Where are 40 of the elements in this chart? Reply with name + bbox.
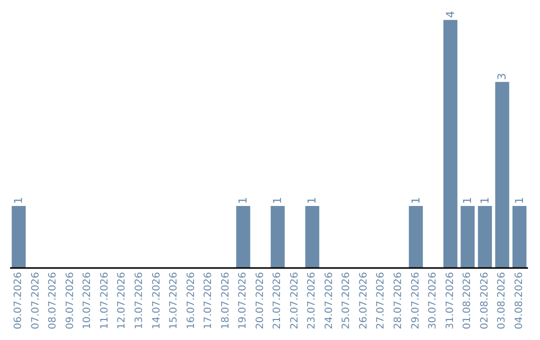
- x-tick-label: 11.07.2026: [99, 272, 110, 330]
- x-tick-label: 30.07.2026: [428, 272, 439, 330]
- x-tick-label: 03.08.2026: [496, 272, 508, 330]
- x-tick-label: 20.07.2026: [254, 272, 266, 330]
- data-label: 1: [461, 196, 474, 204]
- x-tick-label: 27.07.2026: [376, 272, 387, 330]
- data-label: 1: [306, 196, 319, 204]
- x-tick-label: 04.08.2026: [514, 272, 525, 330]
- x-tick-label: 14.07.2026: [151, 272, 162, 330]
- x-tick-label: 26.07.2026: [358, 272, 370, 330]
- x-tick-label: 07.07.2026: [30, 272, 42, 330]
- x-tick-label: 17.07.2026: [203, 272, 214, 330]
- x-tick-label: 18.07.2026: [220, 272, 232, 330]
- x-tick-label: 29.07.2026: [410, 272, 422, 330]
- x-tick-label: 16.07.2026: [186, 272, 197, 330]
- x-tick-label: 28.07.2026: [393, 272, 404, 330]
- data-label: 1: [236, 196, 250, 204]
- x-tick-label: 01.08.2026: [462, 272, 474, 330]
- x-tick-label: 06.07.2026: [13, 272, 24, 330]
- x-tick-label: 08.07.2026: [48, 272, 59, 330]
- x-tick-label: 10.07.2026: [82, 272, 94, 330]
- x-tick-label: 09.07.2026: [64, 272, 76, 330]
- data-label: 1: [478, 196, 492, 204]
- x-tick-label: 12.07.2026: [116, 272, 128, 330]
- data-label: 1: [409, 196, 422, 204]
- x-tick-label: 24.07.2026: [324, 272, 335, 330]
- data-label: 4: [444, 10, 457, 18]
- x-tick-label: 31.07.2026: [444, 272, 456, 330]
- x-tick-label: 02.08.2026: [479, 272, 490, 330]
- x-tick-label: 15.07.2026: [168, 272, 180, 330]
- x-tick-label: 13.07.2026: [134, 272, 145, 330]
- data-label: 3: [496, 72, 509, 80]
- x-tick-label: 19.07.2026: [238, 272, 249, 330]
- data-label: 1: [271, 196, 284, 204]
- x-tick-label: 23.07.2026: [306, 272, 318, 330]
- x-tick-label: 21.07.2026: [272, 272, 284, 330]
- x-tick-label: 22.07.2026: [289, 272, 300, 330]
- data-label: 1: [12, 196, 26, 204]
- data-label: 1: [512, 196, 526, 204]
- x-tick-label: 25.07.2026: [341, 272, 352, 330]
